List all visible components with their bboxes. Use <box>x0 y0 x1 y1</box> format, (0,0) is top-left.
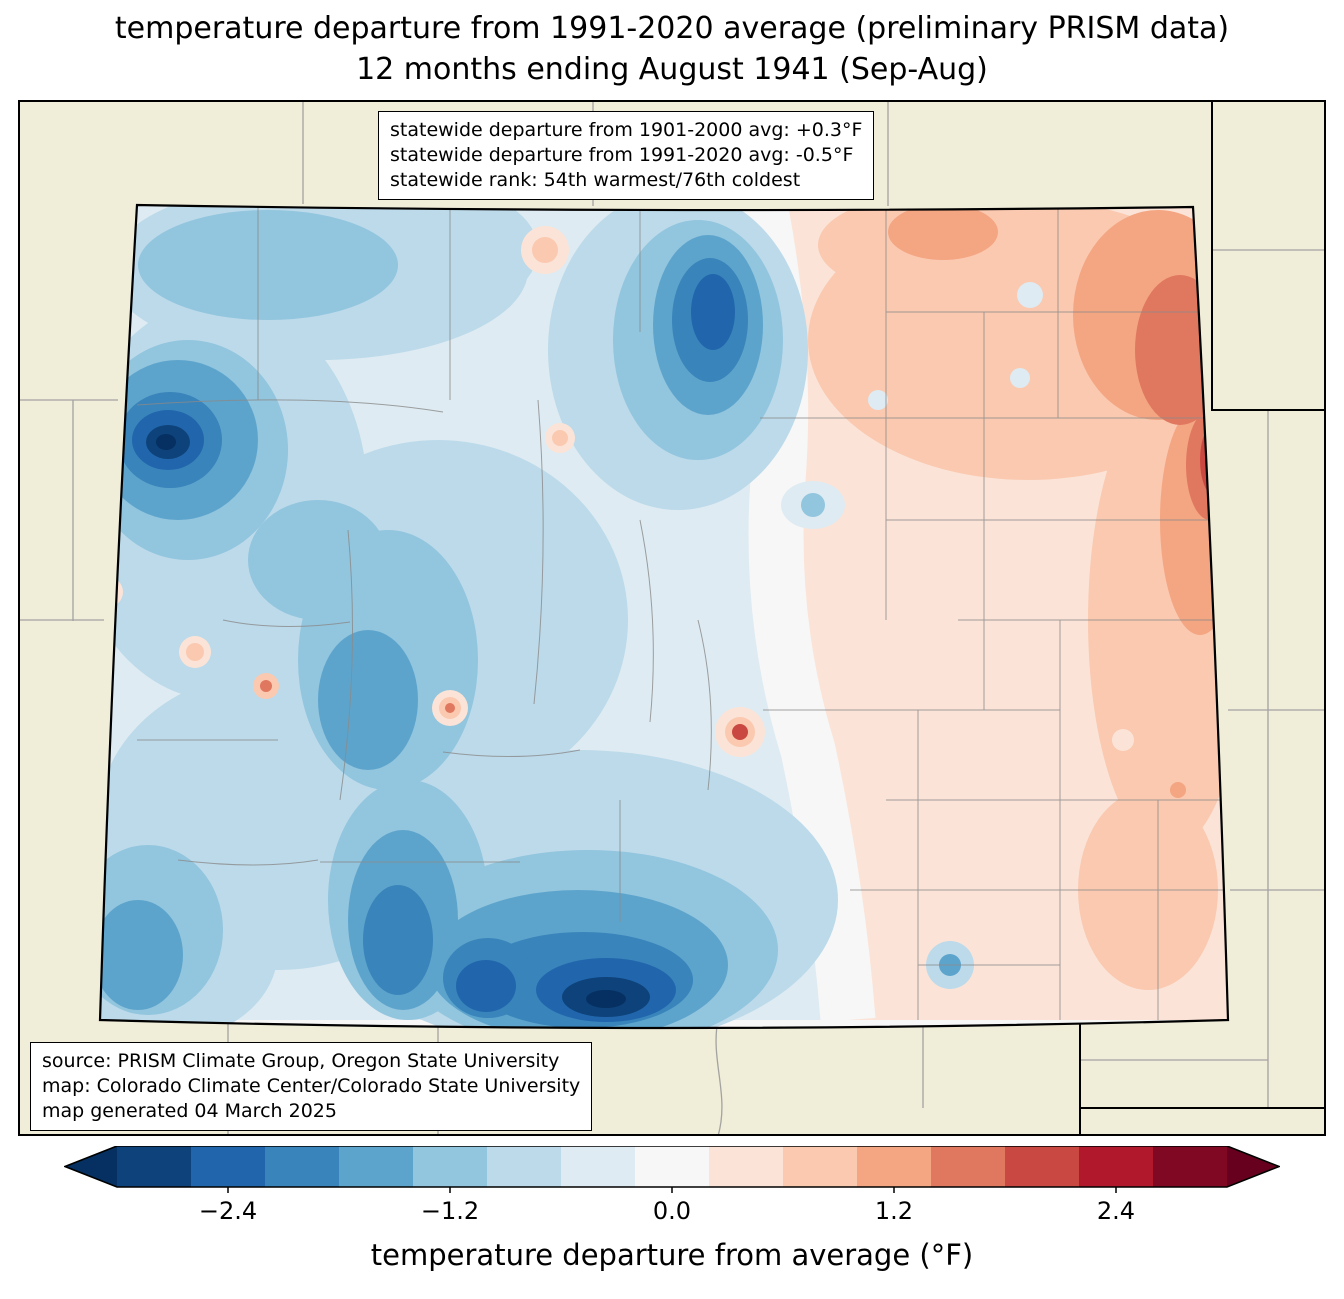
colorbar-right-arrow <box>1227 1146 1279 1187</box>
colorbar: −2.4 −1.2 0.0 1.2 2.4 <box>62 1145 1282 1230</box>
map-title-line2: 12 months ending August 1941 (Sep-Aug) <box>356 52 988 88</box>
colorbar-segment <box>931 1146 1006 1187</box>
colorbar-tick-label: 0.0 <box>653 1197 691 1225</box>
colorbar-tick-label: −2.4 <box>199 1197 257 1225</box>
neighbor-county-lines <box>18 100 1326 1136</box>
colorbar-segment <box>1153 1146 1228 1187</box>
colorbar-tick-label: 2.4 <box>1097 1197 1135 1225</box>
colorbar-segment <box>265 1146 340 1187</box>
temperature-contours <box>100 205 1228 1028</box>
mountain-warm-spots <box>100 226 765 757</box>
map-title: temperature departure from 1991-2020 ave… <box>0 8 1344 91</box>
colorbar-segment <box>117 1146 192 1187</box>
colorbar-segment <box>191 1146 266 1187</box>
colorbar-segment <box>487 1146 562 1187</box>
colorbar-segment <box>561 1146 636 1187</box>
colorado-state-border <box>98 203 1230 1030</box>
stats-line-1901-2000: statewide departure from 1901-2000 avg: … <box>390 119 863 141</box>
colorbar-segment <box>339 1146 414 1187</box>
stats-box: statewide departure from 1901-2000 avg: … <box>378 111 875 201</box>
source-box: source: PRISM Climate Group, Oregon Stat… <box>30 1042 593 1132</box>
colorbar-segment <box>1005 1146 1080 1187</box>
colorbar-segment <box>635 1146 710 1187</box>
colorbar-segment <box>857 1146 932 1187</box>
colorbar-outline <box>62 1145 1282 1188</box>
map-axes <box>18 100 1326 1136</box>
stats-line-1991-2020: statewide departure from 1991-2020 avg: … <box>390 144 854 167</box>
colorbar-segment <box>413 1146 488 1187</box>
colorbar-svg: −2.4 −1.2 0.0 1.2 2.4 <box>62 1145 1282 1225</box>
source-line: source: PRISM Climate Group, Oregon Stat… <box>42 1050 560 1072</box>
generated-date-line: map generated 04 March 2025 <box>42 1100 337 1123</box>
colorado-map <box>18 100 1326 1136</box>
stats-line-rank: statewide rank: 54th warmest/76th coldes… <box>390 169 801 192</box>
county-lines <box>136 205 1226 1020</box>
map-credit-line: map: Colorado Climate Center/Colorado St… <box>42 1075 581 1098</box>
colorbar-tick-label: −1.2 <box>421 1197 479 1225</box>
colorbar-left-arrow <box>65 1146 117 1187</box>
colorbar-label: temperature departure from average (°F) <box>370 1238 974 1272</box>
axes-frame <box>18 100 1326 1136</box>
colorbar-tick-label: 1.2 <box>875 1197 913 1225</box>
colorbar-segment <box>709 1146 784 1187</box>
map-title-line1: temperature departure from 1991-2020 ave… <box>114 11 1230 46</box>
colorbar-segment <box>783 1146 858 1187</box>
neighbor-state-borders <box>1079 100 1326 1136</box>
colorbar-segment <box>1079 1146 1154 1187</box>
